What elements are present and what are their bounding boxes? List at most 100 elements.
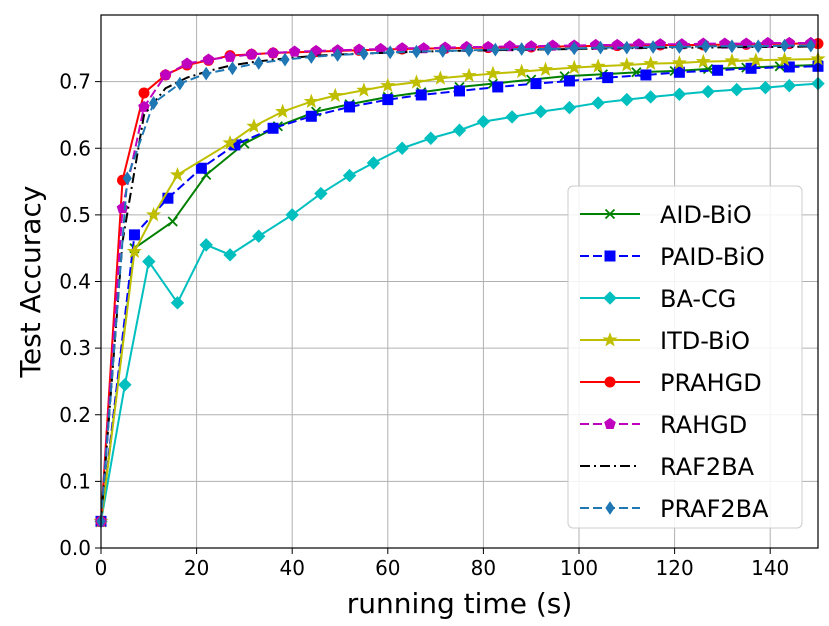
data-point: [167, 216, 178, 227]
data-point: [438, 44, 448, 58]
data-point: [306, 50, 316, 64]
data-point: [303, 93, 319, 109]
data-point: [566, 59, 582, 75]
data-point: [175, 76, 185, 91]
data-point: [779, 38, 790, 53]
x-tick-label: 100: [560, 556, 598, 580]
data-point: [461, 67, 477, 83]
data-point: [202, 53, 215, 65]
data-point: [366, 156, 381, 170]
legend-marker: [602, 332, 618, 347]
data-point: [806, 38, 816, 53]
y-tick-label: 0.0: [59, 536, 91, 560]
data-point: [476, 114, 491, 129]
legend-item: PRAHGD: [580, 369, 762, 397]
data-point: [359, 46, 369, 61]
data-point: [776, 51, 793, 67]
legend-label: PRAHGD: [660, 369, 762, 397]
data-point: [138, 100, 150, 112]
data-point: [169, 166, 186, 182]
data-point: [591, 96, 605, 110]
data-point: [275, 103, 291, 119]
y-tick-label: 0.2: [59, 403, 91, 427]
data-point: [514, 63, 530, 79]
data-point: [643, 55, 659, 71]
data-point: [543, 42, 553, 56]
legend-label: ITD-BiO: [660, 327, 750, 355]
y-tick-label: 0.6: [59, 136, 91, 160]
data-point: [452, 123, 467, 137]
data-point: [782, 78, 797, 93]
data-point: [280, 52, 290, 67]
data-point: [464, 43, 474, 58]
legend-marker: [605, 501, 615, 515]
data-point: [181, 57, 193, 69]
series-line: [100, 44, 811, 522]
legend-label: PRAF2BA: [660, 495, 769, 523]
legend-label: AID-BiO: [660, 201, 752, 229]
data-point: [224, 50, 236, 62]
y-tick-label: 0.4: [59, 270, 91, 294]
legend-item: ITD-BiO: [580, 327, 750, 355]
data-point: [380, 77, 396, 93]
data-point: [492, 81, 504, 93]
data-point: [146, 206, 162, 222]
data-point: [148, 96, 159, 110]
data-point: [622, 40, 632, 55]
data-point: [408, 74, 425, 89]
data-point: [201, 66, 211, 81]
data-point: [563, 75, 575, 87]
x-tick-label: 20: [184, 556, 209, 580]
data-point: [730, 82, 744, 97]
data-point: [505, 110, 519, 124]
data-point: [673, 66, 685, 78]
data-point: [122, 171, 132, 186]
data-point: [712, 64, 724, 76]
y-tick-label: 0.3: [59, 336, 91, 360]
data-point: [695, 53, 711, 69]
legend-item: RAF2BA: [580, 453, 755, 481]
x-tick-label: 60: [375, 556, 400, 580]
data-point: [285, 208, 299, 222]
data-point: [126, 243, 143, 258]
data-point: [758, 80, 773, 95]
data-point: [485, 65, 501, 81]
data-point: [701, 84, 715, 99]
data-point: [267, 46, 279, 58]
data-point: [432, 70, 448, 85]
data-point: [382, 94, 394, 106]
data-point: [118, 378, 132, 392]
data-point: [424, 131, 438, 145]
data-point: [411, 44, 422, 59]
data-point: [252, 229, 266, 243]
data-point: [395, 141, 409, 155]
data-point: [619, 57, 635, 72]
data-point: [222, 134, 238, 150]
legend: AID-BiO PAID-BiO BA-CG ITD-BiO PRAHGD RAHGD RA…: [567, 185, 803, 529]
data-point: [142, 254, 156, 269]
data-point: [415, 89, 427, 101]
data-point: [267, 122, 279, 134]
legend-label: RAHGD: [660, 411, 747, 439]
data-point: [602, 72, 614, 84]
data-point: [503, 40, 516, 52]
data-point: [195, 162, 207, 174]
series-line: [100, 41, 811, 522]
x-tick-label: 140: [751, 556, 789, 580]
data-point: [159, 68, 172, 80]
legend-box: [567, 185, 803, 529]
y-tick-label: 0.7: [59, 70, 91, 94]
data-point: [674, 40, 684, 54]
data-point: [128, 229, 140, 241]
data-point: [530, 78, 542, 90]
data-point: [590, 58, 606, 73]
series-praf2ba: [96, 38, 816, 529]
y-axis-title: Test Accuracy: [14, 186, 47, 379]
data-point: [199, 238, 213, 252]
data-point: [385, 45, 395, 60]
data-point: [648, 40, 658, 54]
legend-item: BA-CG: [580, 285, 736, 313]
legend-item: AID-BiO: [580, 201, 752, 229]
data-point: [227, 61, 238, 76]
legend-item: PAID-BiO: [580, 243, 765, 271]
